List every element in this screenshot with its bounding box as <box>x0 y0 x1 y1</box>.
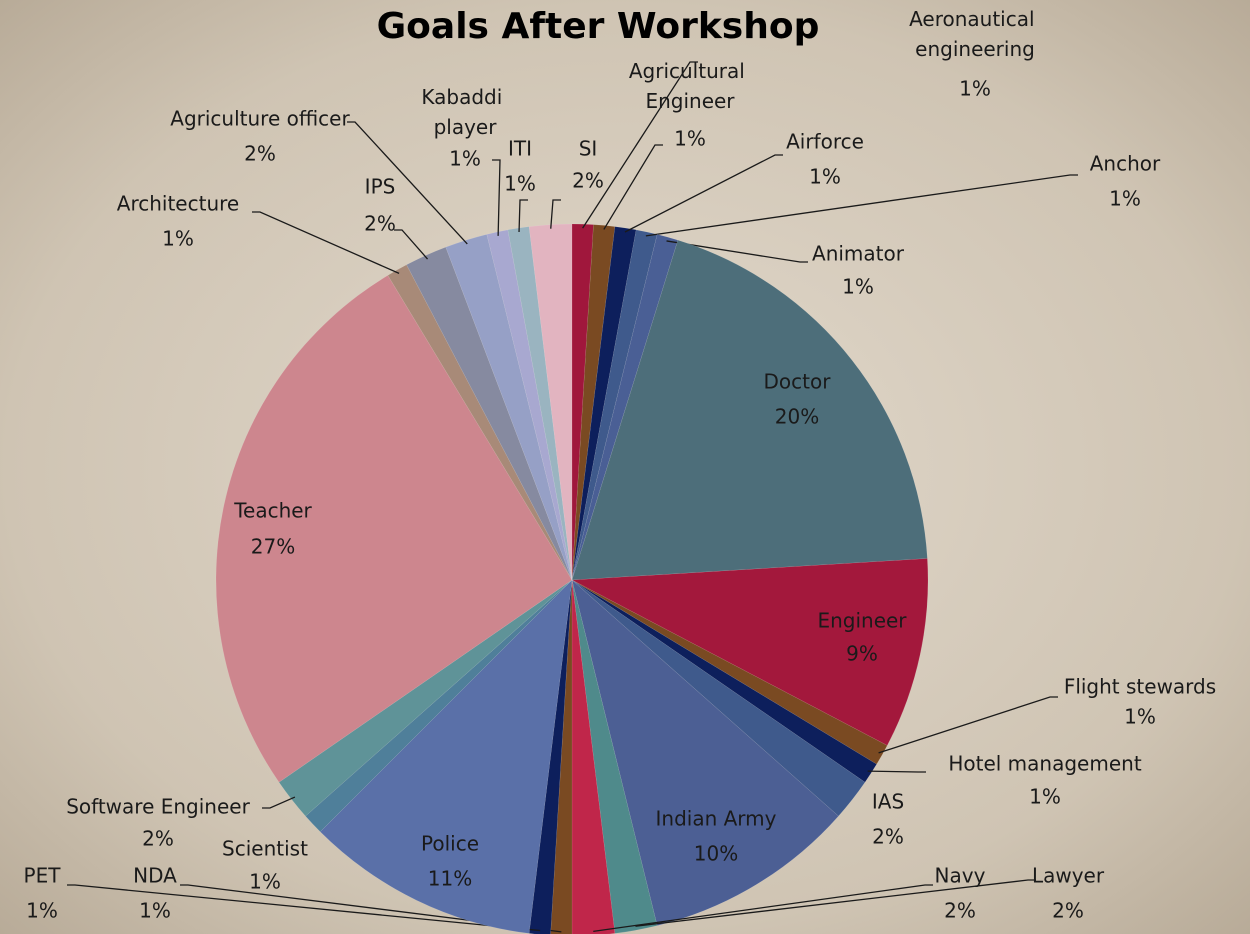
label-line: Agricultural <box>629 59 751 83</box>
pie-slice <box>319 579 573 934</box>
pie-slice <box>571 579 616 934</box>
value-label: 1% <box>1124 705 1156 729</box>
pie-slice <box>445 234 573 581</box>
pie-slice <box>571 239 928 581</box>
chart-title: Goals After Workshop <box>377 6 820 47</box>
pie-slice <box>571 234 679 581</box>
leader-line <box>624 154 783 233</box>
leader-line <box>518 199 528 233</box>
label-line: player <box>434 115 498 139</box>
value-label: 2% <box>364 212 396 236</box>
leader-line <box>347 121 468 245</box>
leader-line <box>593 884 933 933</box>
pie-slice <box>571 226 637 581</box>
value-label: 1% <box>809 165 841 189</box>
slice-label: Architecture <box>117 192 239 216</box>
leader-line <box>252 211 400 274</box>
slice-label: Agricultural Engineer <box>629 59 751 113</box>
leader-line <box>262 796 296 809</box>
pie-slice <box>215 274 573 783</box>
value-label: 2% <box>1052 899 1084 923</box>
pie-slice <box>571 579 878 783</box>
slice-label: SI <box>579 137 598 161</box>
slice-label: IAS <box>872 790 904 814</box>
slice-label: PET <box>24 864 62 888</box>
slice-label: Engineer <box>817 609 907 633</box>
pie-slice <box>571 224 616 581</box>
slice-label: Software Engineer <box>66 795 250 819</box>
value-label: 1% <box>674 127 706 151</box>
value-label: 1% <box>959 77 991 101</box>
pie-slice <box>278 579 573 817</box>
label-line: Engineer <box>645 89 735 113</box>
slice-label: NDA <box>133 864 177 888</box>
pie-slice <box>486 229 573 581</box>
value-label: 1% <box>139 899 171 923</box>
slice-label: Lawyer <box>1032 864 1105 888</box>
value-label: 1% <box>26 899 58 923</box>
value-label: 1% <box>1109 187 1141 211</box>
leader-line <box>550 199 561 229</box>
leader-line <box>180 884 562 933</box>
slice-label: Navy <box>935 864 986 888</box>
leader-line <box>394 229 429 260</box>
pie-slice <box>507 226 573 581</box>
slice-label: ITI <box>508 137 532 161</box>
value-label: 27% <box>251 535 295 559</box>
slice-label: IPS <box>365 175 396 199</box>
pie-slice <box>550 579 573 934</box>
slice-label: Agriculture officer <box>170 107 350 131</box>
leader-line <box>582 61 698 229</box>
slice-label: Hotel management <box>948 752 1141 776</box>
value-label: 2% <box>944 899 976 923</box>
slice-label: Animator <box>812 242 905 266</box>
slice-label: Airforce <box>786 130 864 154</box>
value-label: 2% <box>572 169 604 193</box>
value-label: 9% <box>846 642 878 666</box>
value-label: 2% <box>244 142 276 166</box>
leader-line <box>492 159 501 236</box>
slice-label: Indian Army <box>656 807 777 831</box>
leader-line <box>867 770 926 773</box>
slice-label: Aeronautical engineering <box>909 7 1041 61</box>
value-label: 1% <box>162 227 194 251</box>
value-label: 1% <box>504 172 536 196</box>
leader-line <box>635 879 1036 927</box>
pie-slice <box>406 246 573 581</box>
value-label: 1% <box>1029 785 1061 809</box>
slice-label: Flight stewards <box>1064 675 1216 699</box>
slice-label: Police <box>421 832 479 856</box>
label-line: Aeronautical <box>909 7 1041 31</box>
leader-line <box>878 696 1058 754</box>
leader-line <box>645 174 1078 237</box>
pie-slice <box>571 579 866 817</box>
label-line: engineering <box>915 37 1035 61</box>
leader-line <box>67 884 541 932</box>
value-label: 1% <box>249 870 281 894</box>
value-label: 11% <box>428 867 472 891</box>
pie-slice <box>571 579 658 934</box>
leader-line <box>603 144 663 230</box>
value-label: 10% <box>694 842 738 866</box>
value-label: 20% <box>775 405 819 429</box>
pie-slice <box>571 558 929 746</box>
pie-slice <box>528 579 573 934</box>
slice-label: Scientist <box>222 837 308 861</box>
value-label: 2% <box>872 825 904 849</box>
label-line: Kabaddi <box>421 85 508 109</box>
pie-slice <box>571 579 888 765</box>
slice-label: Doctor <box>764 370 832 394</box>
pie-slice <box>387 264 573 581</box>
slice-label: Teacher <box>233 499 312 523</box>
slice-label: Kabaddi player <box>421 85 508 139</box>
pie-slice <box>305 579 573 833</box>
leader-line <box>666 240 808 263</box>
pie-slice <box>571 223 594 581</box>
value-label: 1% <box>449 147 481 171</box>
slice-label: Anchor <box>1090 152 1161 176</box>
value-label: 2% <box>142 827 174 851</box>
value-label: 1% <box>842 275 874 299</box>
